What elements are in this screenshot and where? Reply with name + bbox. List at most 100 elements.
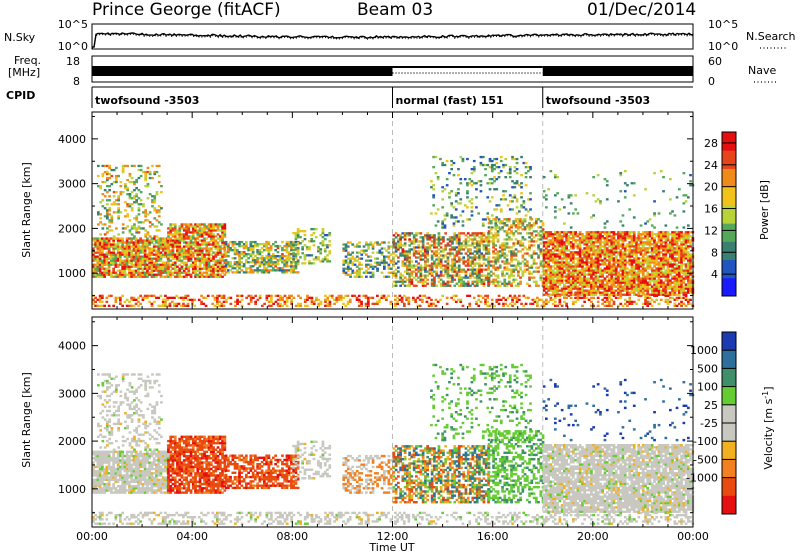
power-cell: [485, 238, 488, 240]
power-cell: [196, 274, 199, 276]
power-cell: [503, 275, 506, 277]
power-cell: [660, 251, 663, 253]
power-cell: [633, 277, 636, 279]
power-cell: [115, 191, 118, 193]
power-cell: [205, 227, 208, 229]
power-cell: [426, 252, 429, 254]
power-cell: [455, 200, 458, 202]
power-cell: [148, 260, 151, 262]
power-cell: [281, 247, 284, 249]
power-cell: [465, 244, 468, 246]
power-cell: [365, 250, 368, 252]
power-cell: [172, 252, 175, 254]
power-cell: [106, 213, 109, 215]
power-cell: [597, 279, 600, 281]
power-cell: [592, 263, 595, 265]
power-cell: [671, 249, 674, 251]
power-cell: [385, 250, 388, 252]
power-cell: [139, 245, 142, 247]
power-cell: [185, 276, 188, 278]
power-cell: [297, 230, 300, 232]
power-cell: [447, 267, 450, 269]
power-cell: [604, 269, 607, 271]
power-cell: [97, 276, 100, 278]
power-cell: [304, 254, 307, 256]
power-cell: [469, 244, 472, 246]
power-cell: [319, 248, 322, 250]
power-cell: [660, 273, 663, 275]
power-cell: [187, 272, 190, 274]
power-cell: [665, 290, 668, 292]
power-cell: [642, 233, 645, 235]
power-cell: [626, 243, 629, 245]
power-cell: [669, 261, 672, 263]
power-cell: [467, 281, 470, 283]
power-cell: [196, 258, 199, 260]
power-cell: [651, 239, 654, 241]
power-cell: [210, 258, 213, 260]
power-cell: [192, 233, 195, 235]
power-cell: [653, 277, 656, 279]
power-cell: [572, 237, 575, 239]
power-cell: [328, 234, 331, 236]
power-cell: [588, 255, 591, 257]
power-cell: [554, 273, 557, 275]
power-cell: [115, 203, 118, 205]
power-cell: [515, 248, 518, 250]
power-cell: [274, 241, 277, 243]
power-cell: [662, 265, 665, 267]
power-cell: [588, 290, 591, 292]
power-cell: [433, 277, 436, 279]
power-cell: [367, 260, 370, 262]
power-cell: [550, 255, 553, 257]
power-cell: [274, 269, 277, 271]
power-cell: [110, 260, 113, 262]
power-cell: [444, 269, 447, 271]
power-cell: [646, 286, 649, 288]
power-cell: [451, 248, 454, 250]
power-cell: [144, 252, 147, 254]
power-cell: [121, 245, 124, 247]
power-cell: [533, 230, 536, 232]
power-cell: [624, 259, 627, 261]
power-cell: [537, 218, 540, 220]
power-cell: [212, 274, 215, 276]
power-cell: [592, 288, 595, 290]
power-cell: [545, 261, 548, 263]
power-cell: [619, 292, 622, 294]
power-cell: [158, 215, 161, 217]
power-cell: [446, 184, 449, 186]
power-cell: [588, 292, 591, 294]
power-cell: [642, 279, 645, 281]
power-cell: [522, 260, 525, 262]
power-cell: [183, 247, 186, 249]
power-cell: [462, 232, 465, 234]
power-cell: [535, 222, 538, 224]
nsky-trace: [92, 33, 693, 47]
power-cell: [613, 233, 616, 235]
power-cell: [631, 269, 634, 271]
power-cell: [651, 275, 654, 277]
power-cell: [671, 267, 674, 269]
power-cell: [120, 191, 123, 193]
power-cell: [554, 284, 557, 286]
power-cell: [172, 241, 175, 243]
power-cell: [565, 247, 568, 249]
power-cell: [651, 255, 654, 257]
power-cell: [144, 276, 147, 278]
power-cell: [149, 193, 152, 195]
power-cell: [642, 277, 645, 279]
power-cell: [512, 269, 515, 271]
power-cell: [531, 273, 534, 275]
power-cell: [579, 284, 582, 286]
power-cell: [185, 233, 188, 235]
power-cell: [642, 263, 645, 265]
power-cell: [185, 262, 188, 264]
power-cell: [503, 285, 506, 287]
power-cell: [147, 185, 150, 187]
power-cell: [431, 285, 434, 287]
power-cell: [128, 247, 131, 249]
power-cell: [550, 239, 553, 241]
power-cell: [360, 276, 363, 278]
power-cell: [406, 260, 409, 262]
